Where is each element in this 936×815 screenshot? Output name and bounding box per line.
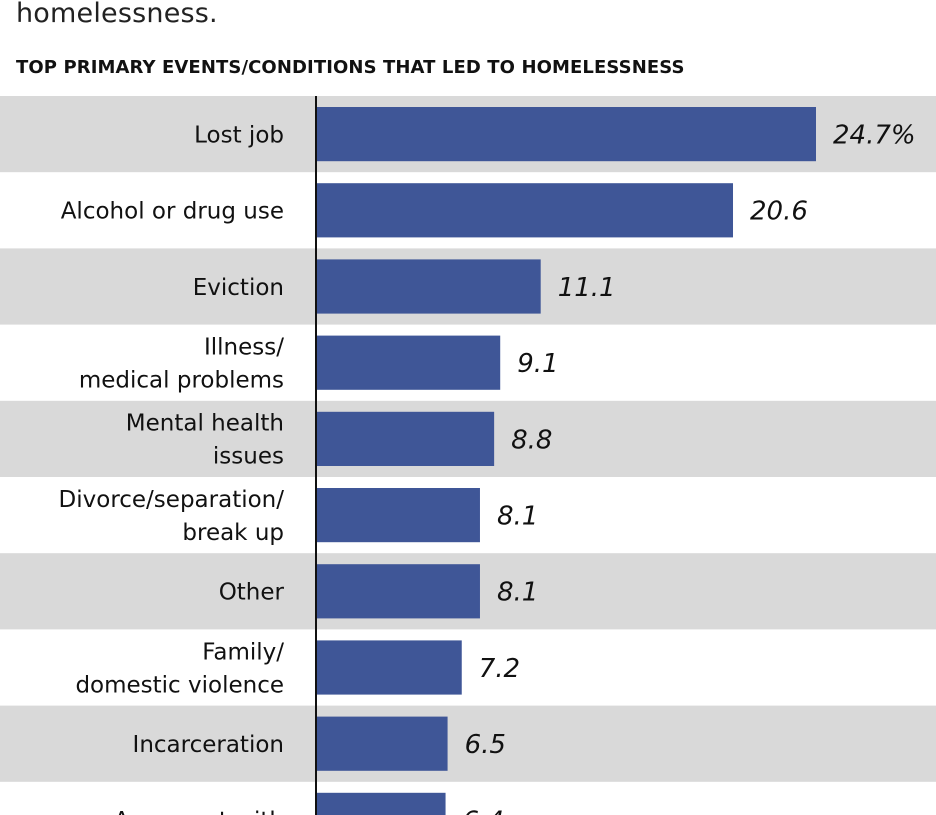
value-label: 8.1 <box>497 578 538 608</box>
value-label: 24.7% <box>833 120 916 150</box>
category-label: Alcohol or drug use <box>61 199 284 225</box>
bar <box>316 107 816 162</box>
category-label: break up <box>182 520 284 546</box>
category-label: Mental health <box>126 411 284 437</box>
value-label: 11.1 <box>558 273 616 303</box>
bar <box>316 564 480 619</box>
bar <box>316 259 541 314</box>
value-label: 8.8 <box>511 425 552 455</box>
value-label: 6.4 <box>463 806 504 815</box>
bar <box>316 716 448 771</box>
bar <box>316 411 495 466</box>
category-label: Incarceration <box>133 732 284 758</box>
bar <box>316 335 501 390</box>
category-label: Eviction <box>193 275 284 301</box>
category-label: Divorce/separation/ <box>59 487 285 513</box>
bar <box>316 640 462 695</box>
category-label: issues <box>213 444 284 470</box>
category-label: medical problems <box>79 367 284 393</box>
chart-title: TOP PRIMARY EVENTS/CONDITIONS THAT LED T… <box>16 57 685 78</box>
value-label: 9.1 <box>517 349 558 379</box>
intro-text: homelessness. <box>16 0 218 29</box>
bar <box>316 792 446 815</box>
value-label: 8.1 <box>497 501 538 531</box>
bar <box>316 183 734 238</box>
category-label: domestic violence <box>75 672 284 698</box>
category-label: Family/ <box>202 639 284 665</box>
category-label: Argument with <box>114 808 284 815</box>
value-label: 6.5 <box>465 730 506 760</box>
row-stripe <box>0 705 936 782</box>
category-label: Lost job <box>194 122 284 148</box>
value-label: 7.2 <box>479 654 520 684</box>
category-label: Other <box>219 580 285 606</box>
bar <box>316 488 480 543</box>
value-label: 20.6 <box>750 197 808 227</box>
category-label: Illness/ <box>204 334 284 360</box>
